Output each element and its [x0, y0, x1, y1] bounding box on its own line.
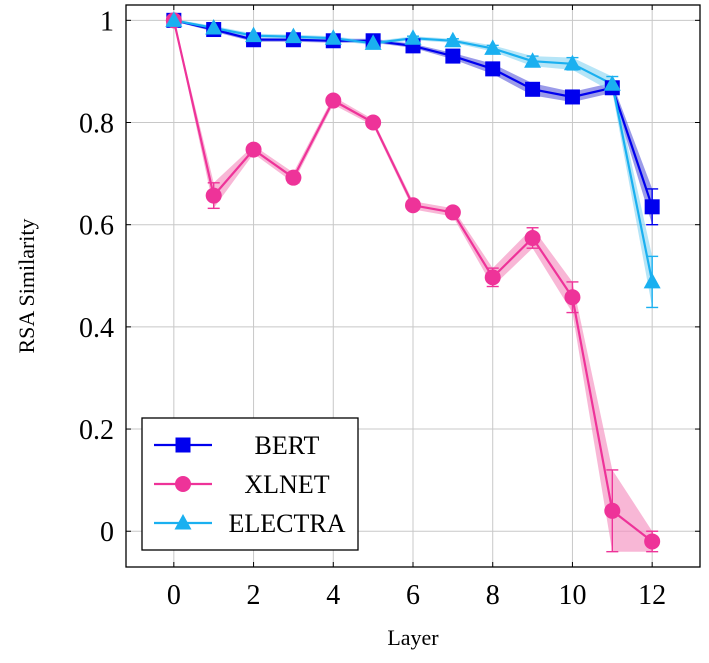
xlnet-point	[444, 204, 461, 221]
x-tick-label: 8	[486, 580, 500, 611]
y-tick-label: 0	[100, 517, 114, 548]
x-tick-label: 10	[558, 580, 586, 611]
xlnet-point	[405, 197, 421, 214]
electra-point	[643, 272, 661, 289]
confidence-bands	[173, 19, 653, 552]
xlnet-point	[205, 187, 222, 204]
bert-point	[644, 199, 660, 215]
electra-point	[245, 26, 263, 43]
xlnet-point	[285, 169, 302, 186]
bert-point	[485, 61, 501, 77]
markers	[165, 11, 661, 550]
xlnet-point	[524, 229, 541, 246]
electra-point	[165, 11, 183, 27]
xlnet-point	[564, 289, 581, 306]
electra-point	[324, 29, 342, 45]
electra-point	[205, 18, 223, 35]
xlnet-point	[365, 114, 382, 131]
y-tick-label: 0.8	[79, 109, 114, 140]
xlnet-point	[325, 92, 342, 109]
y-axis-label: RSA Similarity	[14, 218, 39, 353]
bert-point	[445, 48, 461, 64]
ticks: 0 2 4 6 8 10 12 0 0.2 0.4 0.6 0.8 1	[79, 5, 700, 611]
legend-marker-bert	[175, 437, 191, 453]
legend-marker-xlnet	[175, 476, 191, 492]
legend-label-electra: ELECTRA	[229, 509, 346, 538]
electra-point	[284, 27, 302, 44]
electra-point	[484, 39, 502, 55]
electra-point	[563, 54, 581, 71]
xlnet-confidence-band	[173, 19, 653, 552]
electra-point	[444, 31, 462, 48]
y-tick-label: 1	[100, 6, 114, 37]
y-tick-label: 0.4	[79, 313, 114, 344]
y-tick-label: 0.2	[79, 415, 114, 446]
xlnet-point	[484, 269, 501, 286]
xlnet-point	[245, 141, 262, 158]
legend-label-bert: BERT	[255, 431, 320, 460]
x-tick-label: 4	[326, 580, 340, 611]
legend-marker-electra	[174, 514, 192, 530]
x-tick-label: 2	[247, 580, 261, 611]
legend: BERT XLNET ELECTRA	[141, 417, 359, 551]
legend-label-xlnet: XLNET	[244, 470, 329, 499]
bert-point	[564, 89, 580, 105]
xlnet-point	[604, 502, 621, 519]
electra-point	[364, 34, 382, 50]
y-tick-label: 0.6	[79, 211, 114, 242]
x-axis-label: Layer	[387, 625, 439, 650]
bert-point	[525, 81, 541, 97]
xlnet-point	[644, 533, 661, 550]
x-tick-label: 0	[167, 580, 181, 611]
electra-point	[603, 75, 621, 91]
x-tick-label: 6	[406, 580, 420, 611]
electra-point	[524, 52, 542, 68]
electra-point	[404, 29, 422, 45]
x-tick-label: 12	[638, 580, 666, 611]
